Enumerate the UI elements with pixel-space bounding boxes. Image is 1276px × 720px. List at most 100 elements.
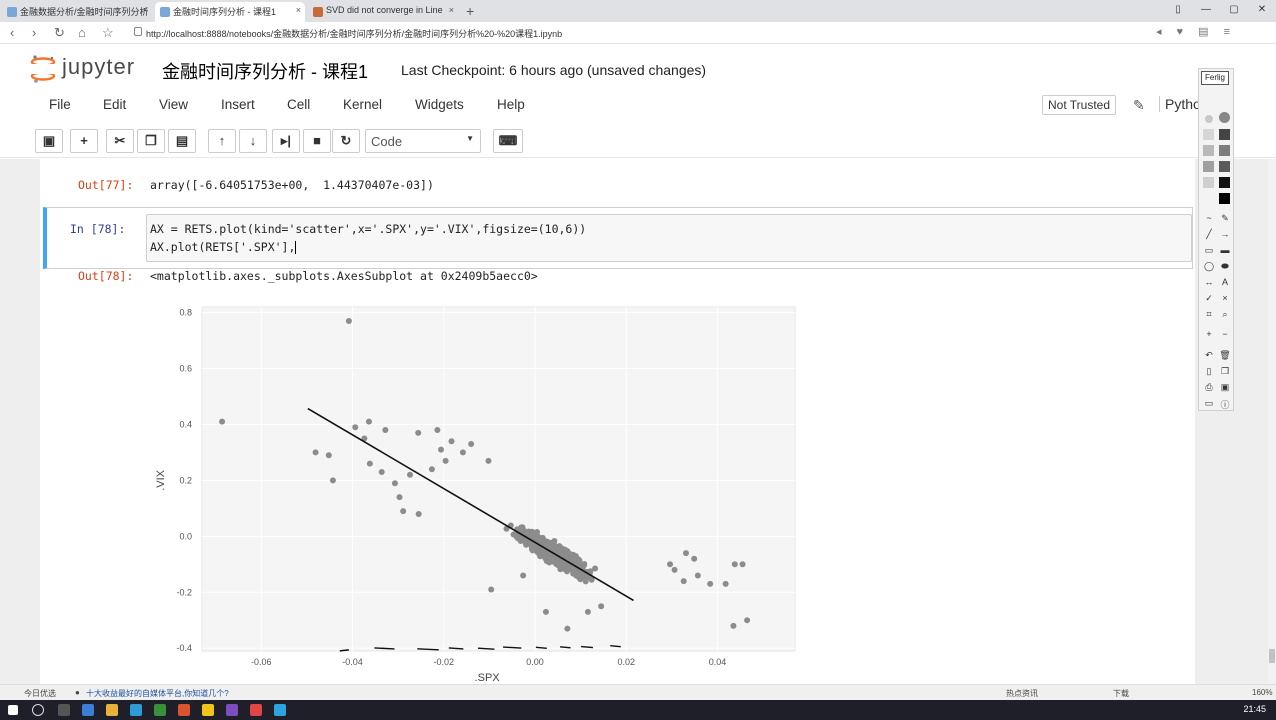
start-icon[interactable] (8, 705, 18, 715)
taskbar-app-icon[interactable] (202, 704, 214, 716)
maximize-icon[interactable]: ▢ (1229, 4, 1239, 15)
line-icon[interactable]: ╱ (1206, 229, 1212, 239)
page-info-icon[interactable] (134, 27, 142, 36)
page-scrollbar[interactable] (1268, 159, 1276, 684)
ellipse-icon[interactable]: ◯ (1203, 261, 1215, 271)
close-window-icon[interactable]: ✕ (1257, 4, 1267, 15)
taskbar-app-icon[interactable] (82, 704, 94, 716)
trash-icon[interactable]: 🗑 (1219, 350, 1231, 360)
restart-icon[interactable]: ↻ (332, 129, 360, 153)
color-swatch[interactable] (1219, 177, 1230, 188)
scatter-point (312, 449, 319, 456)
color-swatch[interactable] (1203, 161, 1214, 172)
brush-size-icon[interactable] (1205, 115, 1213, 123)
undo-icon[interactable]: ↶ (1205, 350, 1213, 360)
arrow-icon[interactable]: → (1220, 229, 1230, 239)
pen-icon[interactable]: ✎ (1221, 213, 1229, 223)
reload-icon[interactable]: ↻ (54, 25, 65, 40)
zoom-level[interactable]: 160% (1252, 688, 1273, 697)
filled-ellipse-icon[interactable]: ⬬ (1221, 261, 1229, 271)
taskbar-app-icon[interactable] (274, 704, 286, 716)
back-icon[interactable]: ‹ (10, 25, 15, 40)
notebook-title[interactable]: 金融时间序列分析 - 课程1 (162, 62, 369, 82)
double-arrow-icon[interactable]: ↔ (1204, 277, 1214, 287)
status-left[interactable]: 今日优选 (24, 689, 56, 698)
copy-icon[interactable]: ❐ (137, 129, 165, 153)
stop-icon[interactable]: ■ (303, 129, 331, 153)
menu-widgets[interactable]: Widgets (415, 97, 464, 112)
code-editor[interactable] (146, 214, 1192, 262)
hot-news-link[interactable]: 热点资讯 (1006, 689, 1038, 698)
freehand-icon[interactable]: ~ (1206, 213, 1212, 223)
command-palette-icon[interactable]: ⌨ (493, 129, 523, 153)
plus-icon[interactable]: + (1206, 329, 1212, 339)
browser-tab[interactable]: 金融数据分析/金融时间序列分析 × (2, 2, 152, 22)
color-swatch[interactable] (1219, 193, 1230, 204)
run-icon[interactable]: ▸| (272, 129, 300, 153)
color-swatch[interactable] (1203, 129, 1214, 140)
star-icon[interactable]: ☆ (102, 25, 114, 40)
minus-icon[interactable]: − (1222, 329, 1228, 339)
color-swatch[interactable] (1203, 145, 1214, 156)
browser-extension-icons[interactable]: ◂ ♥ ▤ ≡ (1155, 26, 1236, 38)
jupyter-logo-icon[interactable] (30, 54, 56, 84)
text-tool-icon[interactable]: A (1221, 277, 1228, 287)
download-link[interactable]: 下载 (1113, 689, 1129, 698)
menu-kernel[interactable]: Kernel (343, 97, 383, 112)
forward-icon[interactable]: › (32, 25, 37, 40)
trust-button[interactable]: Not Trusted (1042, 95, 1117, 115)
color-swatch[interactable] (1219, 161, 1230, 172)
crop-icon[interactable]: ⌗ (1206, 309, 1212, 319)
menu-view[interactable]: View (159, 97, 189, 112)
taskbar-app-icon[interactable] (250, 704, 262, 716)
menu-edit[interactable]: Edit (103, 97, 127, 112)
url-field[interactable]: http://localhost:8888/notebooks/金融数据分析/金… (146, 29, 563, 39)
save-icon[interactable]: ▣ (1220, 382, 1230, 392)
news-link[interactable]: 十大收益最好的自媒体平台,你知道几个? (86, 689, 229, 698)
menu-icon[interactable]: ▯ (1175, 4, 1181, 15)
minimize-icon[interactable]: — (1201, 4, 1211, 15)
search-icon[interactable] (32, 704, 44, 716)
move-down-icon[interactable]: ↓ (239, 129, 267, 153)
close-icon[interactable]: × (295, 5, 301, 15)
color-swatch[interactable] (1219, 129, 1230, 140)
menu-cell[interactable]: Cell (287, 97, 311, 112)
taskbar-app-icon[interactable] (130, 704, 142, 716)
insert-cell-icon[interactable]: + (70, 129, 98, 153)
color-swatch[interactable] (1203, 177, 1214, 188)
copy-icon[interactable]: ❐ (1220, 366, 1230, 376)
filled-rectangle-icon[interactable]: ▬ (1220, 245, 1230, 255)
info-icon[interactable]: ⓘ (1220, 400, 1230, 410)
screen-icon[interactable]: ▭ (1204, 398, 1214, 408)
menu-file[interactable]: File (49, 97, 71, 112)
taskbar-app-icon[interactable] (154, 704, 166, 716)
brush-size-icon[interactable] (1219, 112, 1230, 123)
task-view-icon[interactable] (58, 704, 70, 716)
rectangle-icon[interactable]: ▭ (1204, 245, 1214, 255)
taskbar-app-icon[interactable] (226, 704, 238, 716)
save-icon[interactable]: ▣ (35, 129, 63, 153)
browser-tab-active[interactable]: 金融时间序列分析 - 课程1 × (155, 2, 305, 22)
zoom-icon[interactable]: ⌕ (1222, 309, 1228, 319)
check-icon[interactable]: ✓ (1205, 293, 1213, 303)
selected-code-cell[interactable] (43, 207, 1193, 269)
close-icon[interactable]: × (448, 5, 454, 15)
menu-help[interactable]: Help (497, 97, 525, 112)
taskbar-app-icon[interactable] (106, 704, 118, 716)
taskbar-app-icon[interactable] (178, 704, 190, 716)
new-page-icon[interactable]: ▯ (1206, 366, 1212, 376)
pencil-icon[interactable]: ✎ (1133, 97, 1145, 113)
move-up-icon[interactable]: ↑ (208, 129, 236, 153)
home-icon[interactable]: ⌂ (78, 25, 86, 40)
color-swatch[interactable] (1219, 145, 1230, 156)
scrollbar-thumb[interactable] (1269, 649, 1275, 663)
cell-type-select[interactable]: Code ▼ (365, 129, 481, 153)
browser-tab[interactable]: SVD did not converge in Line × (308, 2, 458, 22)
new-tab-icon[interactable]: + (466, 3, 475, 19)
close-icon[interactable]: × (142, 5, 148, 15)
cross-icon[interactable]: × (1222, 293, 1228, 303)
paste-icon[interactable]: ▤ (168, 129, 196, 153)
cut-icon[interactable]: ✂ (106, 129, 134, 153)
print-icon[interactable]: ⎙ (1205, 382, 1213, 392)
menu-insert[interactable]: Insert (221, 97, 255, 112)
